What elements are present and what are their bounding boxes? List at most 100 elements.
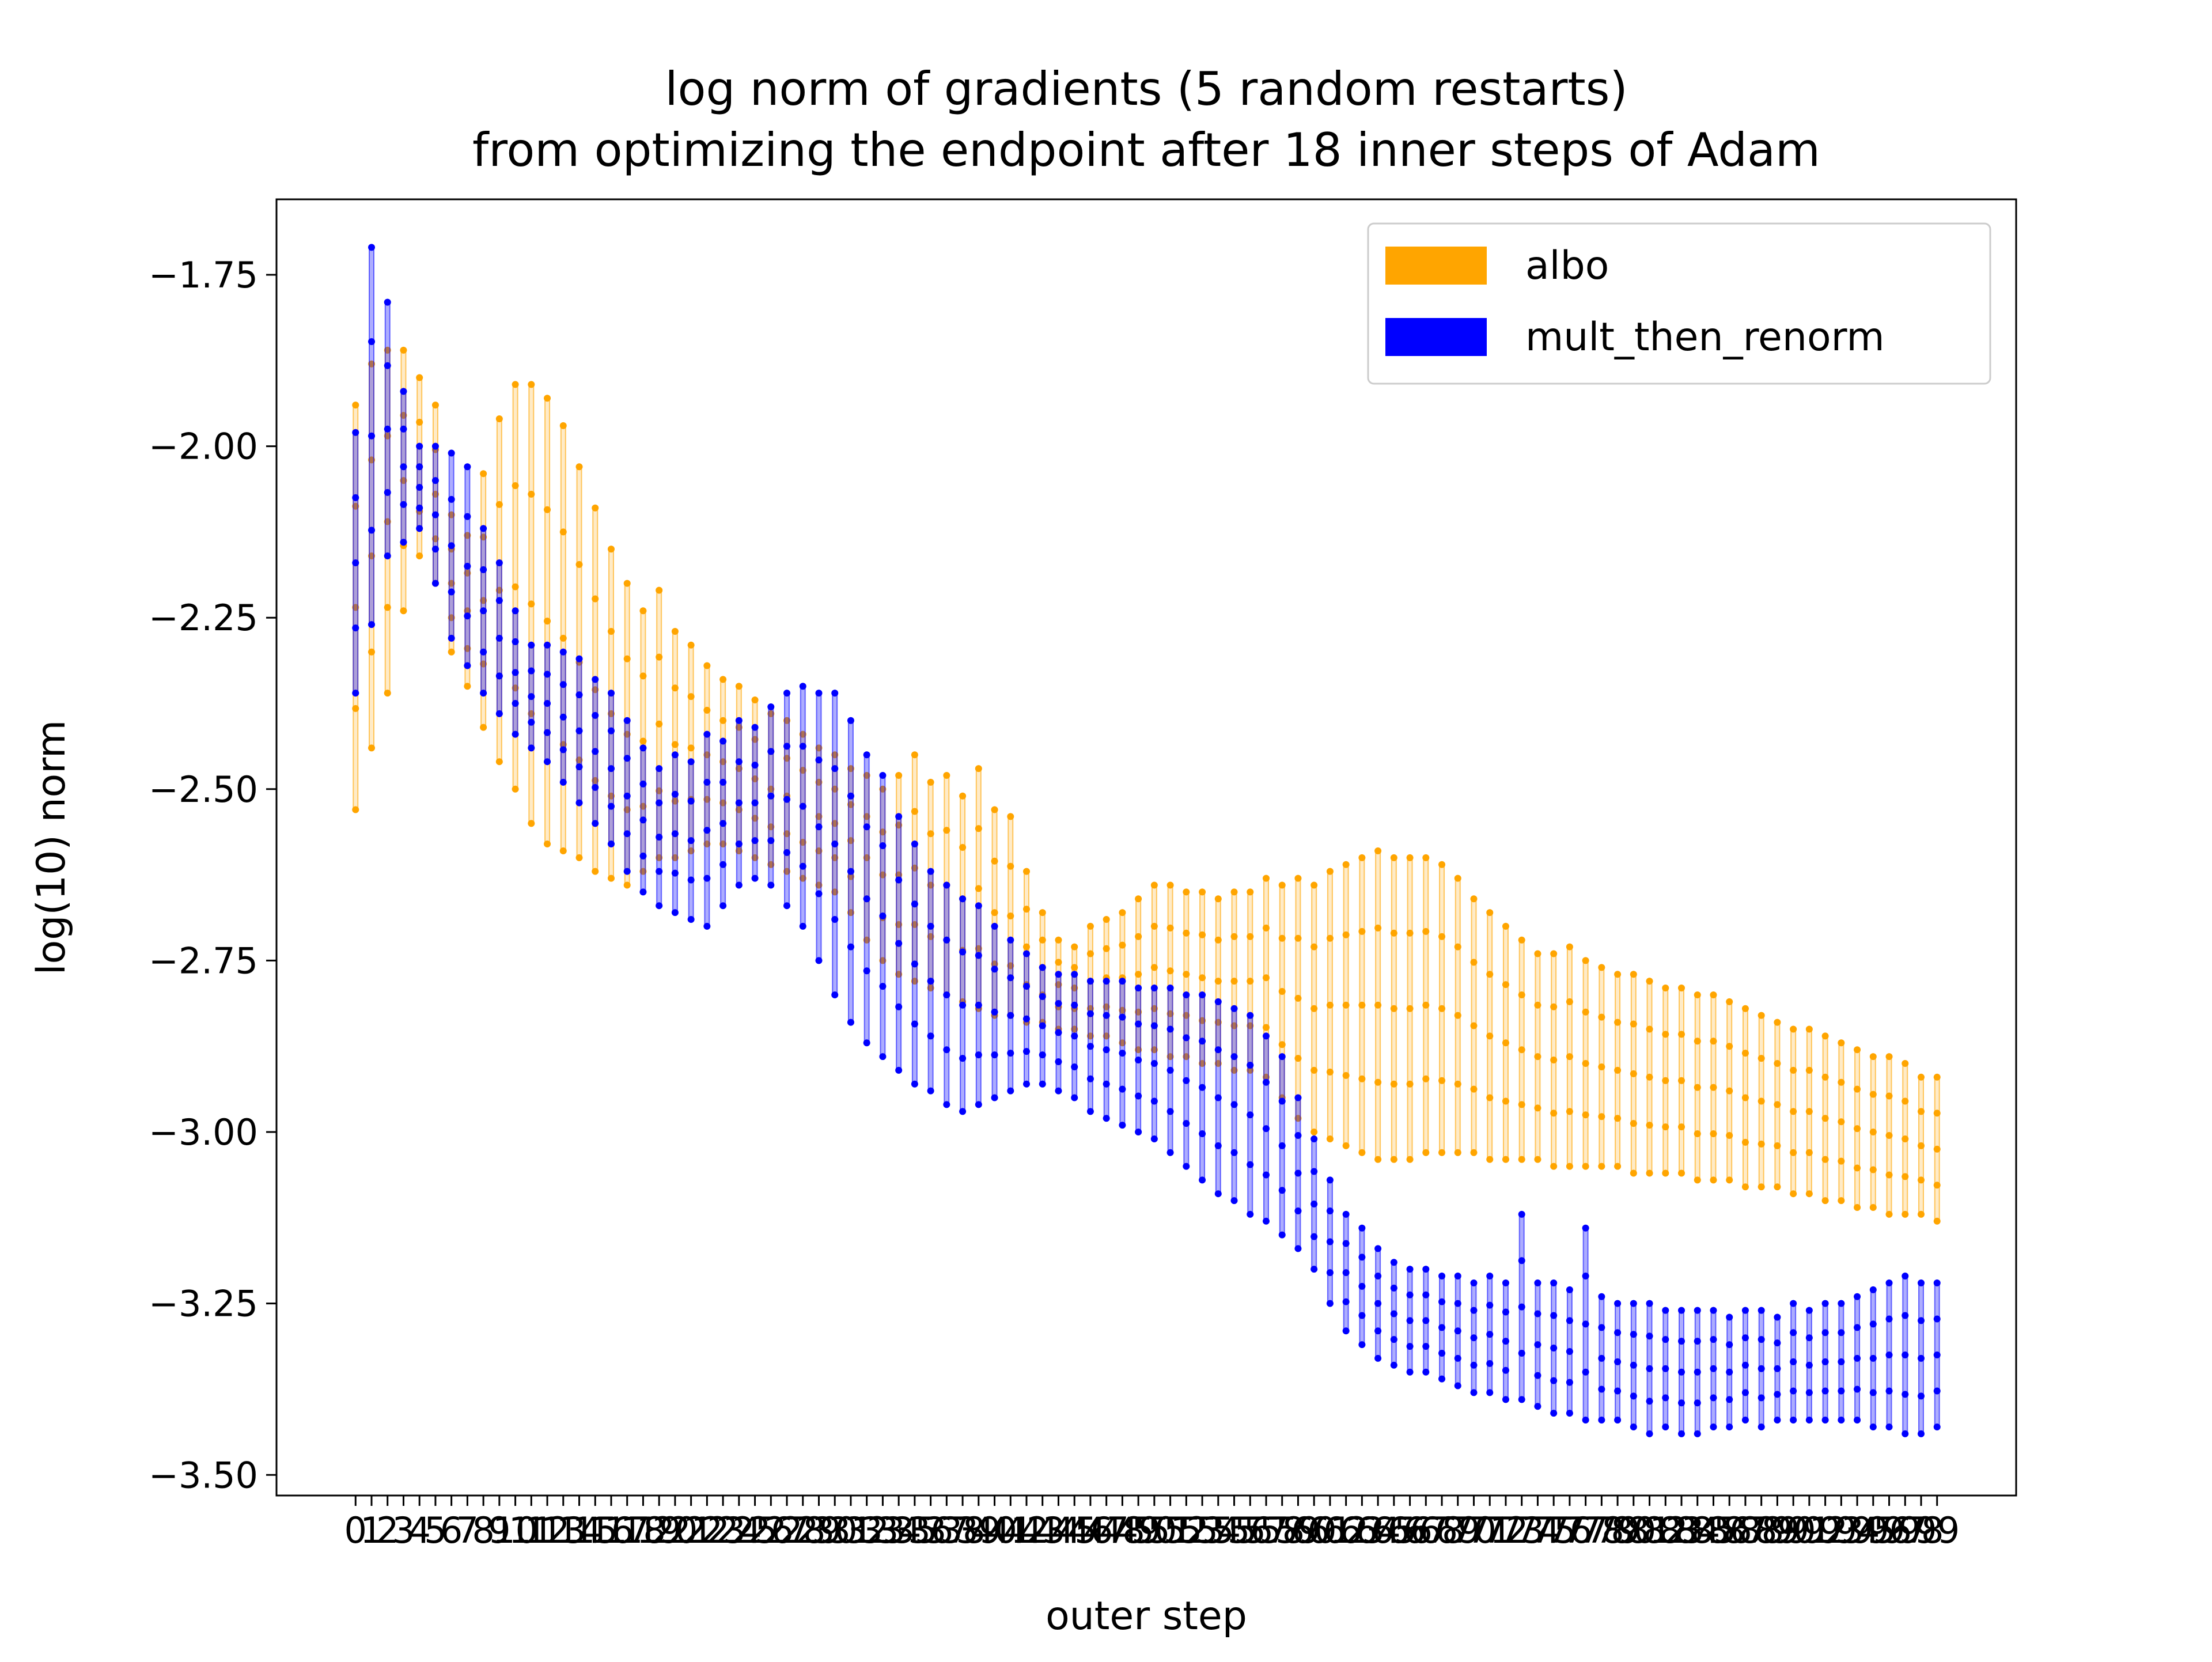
mult-then-renorm-point-98-4 xyxy=(1917,1430,1925,1437)
legend-swatch-mult-then-renorm xyxy=(1385,318,1487,356)
mult-then-renorm-point-60-2 xyxy=(1310,1201,1318,1208)
albo-point-84-3 xyxy=(1694,1130,1701,1138)
albo-point-50-2 xyxy=(1150,964,1158,971)
mult-then-renorm-point-1-2 xyxy=(368,432,376,440)
mult-then-renorm-point-27-4 xyxy=(783,902,791,910)
albo-point-73-1 xyxy=(1518,991,1525,998)
albo-point-15-0 xyxy=(592,504,599,512)
albo-point-35-1 xyxy=(911,808,918,815)
albo-point-64-1 xyxy=(1374,924,1382,932)
x-tick-label-30: 30 xyxy=(812,1509,858,1551)
albo-point-88-0 xyxy=(1758,1012,1765,1019)
x-tick-label-2: 2 xyxy=(376,1509,399,1551)
mult-then-renorm-point-50-4 xyxy=(1150,1135,1158,1142)
mult-then-renorm-point-80-0 xyxy=(1630,1300,1637,1307)
mult-then-renorm-point-20-4 xyxy=(671,909,679,917)
mult-then-renorm-point-94-4 xyxy=(1854,1417,1861,1424)
mult-then-renorm-point-58-1 xyxy=(1278,1097,1286,1105)
mult-then-renorm-point-57-2 xyxy=(1262,1125,1270,1133)
mult-then-renorm-point-13-4 xyxy=(559,778,567,786)
x-tick-label-25: 25 xyxy=(732,1509,778,1551)
mult-then-renorm-point-26-0 xyxy=(767,703,775,710)
albo-point-79-2 xyxy=(1614,1066,1622,1074)
mult-then-renorm-point-75-4 xyxy=(1550,1410,1558,1417)
albo-point-65-1 xyxy=(1390,929,1397,937)
mult-then-renorm-point-91-4 xyxy=(1805,1417,1813,1424)
mult-then-renorm-point-79-2 xyxy=(1614,1358,1622,1365)
mult-then-renorm-point-9-1 xyxy=(495,597,503,604)
mult-then-renorm-point-5-4 xyxy=(431,580,439,587)
albo-point-78-3 xyxy=(1598,1113,1605,1120)
albo-point-49-0 xyxy=(1135,895,1142,903)
albo-point-42-1 xyxy=(1023,906,1031,913)
mult-then-renorm-point-60-1 xyxy=(1310,1168,1318,1175)
x-tick-label-80: 80 xyxy=(1611,1509,1656,1551)
mult-then-renorm-point-65-0 xyxy=(1390,1259,1397,1266)
albo-point-41-1 xyxy=(1007,862,1014,870)
albo-point-86-2 xyxy=(1726,1087,1733,1095)
mult-then-renorm-point-62-2 xyxy=(1342,1269,1350,1277)
albo-point-21-2 xyxy=(687,744,695,752)
mult-then-renorm-point-56-4 xyxy=(1247,1210,1254,1218)
chart-subtitle: from optimizing the endpoint after 18 in… xyxy=(472,123,1820,177)
albo-point-39-2 xyxy=(975,885,982,892)
y-tick-label-0: −1.75 xyxy=(149,254,258,296)
mult-then-renorm-point-96-1 xyxy=(1885,1315,1893,1323)
mult-then-renorm-point-16-1 xyxy=(607,727,615,735)
albo-point-94-4 xyxy=(1854,1204,1861,1211)
mult-then-renorm-point-53-4 xyxy=(1199,1176,1206,1184)
series-1 xyxy=(352,244,1941,1437)
mult-then-renorm-point-52-2 xyxy=(1183,1077,1190,1084)
albo-point-55-2 xyxy=(1230,978,1238,985)
albo-point-74-4 xyxy=(1534,1156,1541,1163)
mult-then-renorm-point-94-3 xyxy=(1854,1385,1861,1393)
mult-then-renorm-point-53-3 xyxy=(1199,1130,1206,1138)
mult-then-renorm-point-36-4 xyxy=(927,1087,934,1095)
x-tick-label-60: 60 xyxy=(1291,1509,1337,1551)
mult-then-renorm-point-97-1 xyxy=(1902,1312,1909,1319)
albo-point-12-2 xyxy=(544,618,551,625)
mult-then-renorm-point-62-1 xyxy=(1342,1240,1350,1247)
mult-then-renorm-point-61-4 xyxy=(1326,1300,1334,1307)
albo-point-82-0 xyxy=(1662,985,1669,992)
albo-point-95-1 xyxy=(1869,1091,1877,1098)
mult-then-renorm-point-29-2 xyxy=(815,823,823,831)
albo-point-97-2 xyxy=(1902,1135,1909,1142)
mult-then-renorm-point-32-4 xyxy=(863,1039,870,1047)
mult-then-renorm-point-90-0 xyxy=(1790,1300,1797,1307)
albo-point-74-3 xyxy=(1534,1104,1541,1112)
albo-point-65-0 xyxy=(1390,854,1397,861)
albo-point-2-3 xyxy=(384,604,391,611)
albo-point-90-0 xyxy=(1790,1025,1797,1033)
mult-then-renorm-point-6-2 xyxy=(448,542,455,550)
x-tick-label-58: 58 xyxy=(1259,1509,1305,1551)
mult-then-renorm-point-76-2 xyxy=(1566,1348,1573,1355)
albo-point-74-0 xyxy=(1534,950,1541,957)
albo-point-61-2 xyxy=(1326,1001,1334,1009)
mult-then-renorm-point-90-1 xyxy=(1790,1329,1797,1337)
albo-point-13-1 xyxy=(559,528,567,536)
mult-then-renorm-point-2-0 xyxy=(384,298,391,306)
albo-point-10-2 xyxy=(512,583,519,590)
mult-then-renorm-point-61-1 xyxy=(1326,1207,1334,1214)
x-tick-label-6: 6 xyxy=(440,1509,463,1551)
mult-then-renorm-point-93-1 xyxy=(1838,1329,1845,1337)
mult-then-renorm-point-42-0 xyxy=(1023,950,1031,957)
albo-point-73-4 xyxy=(1518,1156,1525,1163)
x-tick-label-65: 65 xyxy=(1371,1509,1416,1551)
mult-then-renorm-point-69-0 xyxy=(1454,1273,1461,1280)
mult-then-renorm-point-3-2 xyxy=(400,463,407,471)
mult-then-renorm-point-85-3 xyxy=(1710,1394,1717,1402)
x-tick-label-9: 9 xyxy=(488,1509,510,1551)
mult-then-renorm-point-90-4 xyxy=(1790,1417,1797,1424)
mult-then-renorm-point-24-3 xyxy=(735,841,743,848)
mult-then-renorm-point-69-4 xyxy=(1454,1382,1461,1390)
mult-then-renorm-point-35-4 xyxy=(911,1080,918,1088)
albo-point-86-1 xyxy=(1726,1043,1733,1050)
mult-then-renorm-point-49-3 xyxy=(1135,1092,1142,1100)
mult-then-renorm-point-36-3 xyxy=(927,1032,934,1040)
mult-then-renorm-point-66-2 xyxy=(1406,1317,1414,1324)
albo-point-74-1 xyxy=(1534,1001,1541,1009)
x-tick-label-87: 87 xyxy=(1722,1509,1768,1551)
mult-then-renorm-point-19-0 xyxy=(656,765,663,773)
